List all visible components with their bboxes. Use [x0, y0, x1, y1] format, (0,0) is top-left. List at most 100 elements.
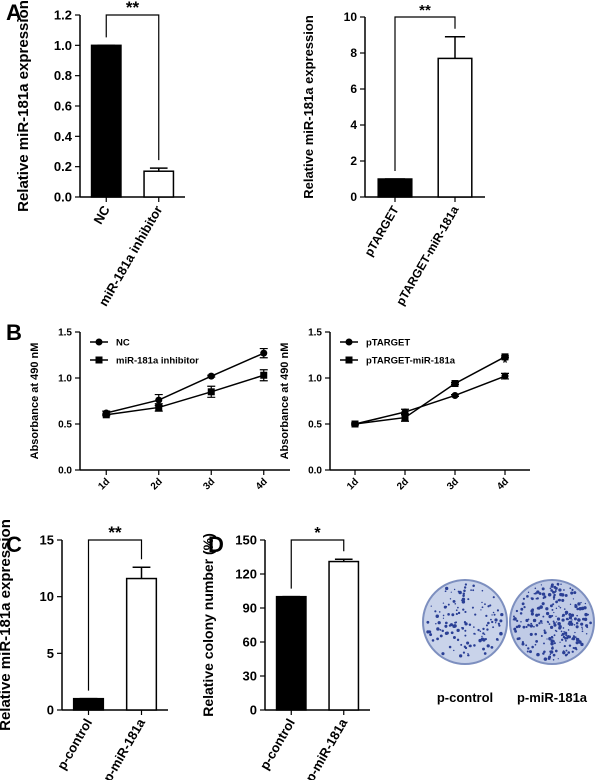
colony-dot [512, 619, 514, 621]
colony-dot [429, 633, 433, 637]
significance-bracket [105, 14, 160, 161]
colony-dot [570, 638, 573, 640]
colony-dot [563, 630, 565, 633]
colony-dot [580, 642, 584, 647]
colony-dot [526, 650, 529, 653]
colony-dot [473, 626, 475, 628]
y-tick-label: 0.0 [308, 466, 322, 477]
colony-dot [534, 592, 537, 595]
colony-dot [528, 650, 532, 654]
colony-dot [554, 591, 557, 593]
bar [143, 170, 175, 198]
marker [102, 411, 110, 419]
x-tick-label: 1d [345, 476, 361, 492]
colony-dot [478, 638, 482, 643]
bar [125, 577, 158, 711]
colony-dot [481, 589, 484, 592]
colony-dot [543, 631, 547, 635]
colony-dot [442, 602, 445, 604]
y-tick-label: 8 [350, 46, 357, 60]
colony-dot [539, 605, 543, 609]
colony-dot [560, 634, 563, 637]
colony-dot [558, 588, 562, 592]
colony-dot [468, 623, 472, 627]
colony-dot [553, 598, 555, 600]
colony-dot [470, 589, 472, 591]
colony-dot [429, 630, 431, 632]
colony-dot [586, 626, 589, 629]
colony-dot [484, 637, 487, 641]
x-tick-label: 1d [96, 476, 112, 492]
colony-dot [514, 630, 518, 633]
colony-dot [585, 632, 588, 635]
colony-dot [464, 610, 467, 614]
x-tick-label: p-miR-181a [302, 715, 350, 780]
colony-dot [536, 652, 540, 657]
colony-dot [546, 638, 548, 640]
colony-dot [572, 598, 575, 600]
legend-marker [95, 338, 103, 346]
marker [155, 403, 163, 411]
colony-dot [581, 626, 583, 629]
colony-dot [468, 644, 472, 648]
colony-dot [464, 583, 468, 586]
colony-dot [575, 621, 579, 625]
colony-dot [522, 625, 526, 629]
colony-dot [467, 598, 470, 601]
colony-dot [482, 647, 485, 651]
colony-dot [492, 596, 495, 599]
colony-dot [462, 594, 465, 597]
colony-dot [453, 588, 456, 591]
error-bar [334, 558, 353, 562]
colony-dot [530, 609, 534, 613]
colony-dot [523, 605, 526, 609]
colony-dot [559, 606, 562, 609]
colony-dot [431, 639, 435, 642]
colony-dot [577, 602, 581, 606]
colony-dot [479, 630, 482, 632]
colony-dot [541, 622, 543, 624]
colony-dot [573, 624, 576, 626]
colony-dot [581, 628, 584, 630]
colony-dot [535, 640, 539, 643]
colony-dot [562, 627, 565, 629]
colony-dot [458, 590, 462, 595]
colony-dot [567, 629, 570, 631]
colony-dot [474, 613, 477, 616]
colony-dot [530, 622, 532, 625]
colony-dot [454, 602, 457, 605]
colony-dot [457, 611, 461, 615]
colony-dot [467, 654, 470, 657]
colony-dot [460, 599, 463, 601]
colony-dot [459, 654, 463, 658]
colony-dot [462, 592, 466, 595]
colony-dot [529, 632, 533, 636]
colony-dot [543, 642, 545, 645]
colony-dot [570, 591, 574, 595]
colony-dot [542, 652, 545, 655]
colony-dot [535, 613, 539, 617]
legend-marker [95, 356, 103, 364]
colony-dot [481, 601, 483, 604]
colony-dot [513, 617, 517, 621]
colony-dot [549, 604, 553, 608]
colony-dot [580, 622, 584, 626]
colony-dot [552, 603, 555, 606]
colony-dot [563, 589, 565, 591]
error-bar [149, 167, 168, 172]
colony-dot [549, 650, 552, 653]
y-axis-label: Absorbance at 490 nM [279, 343, 291, 460]
colony-dot [576, 614, 578, 617]
colony-dot [565, 634, 568, 637]
colony-dot [539, 619, 543, 623]
y-tick-label: 1.5 [308, 328, 322, 339]
colony-dot [464, 629, 467, 632]
colony-dot [520, 620, 522, 623]
colony-dot [547, 593, 552, 597]
colony-dot [571, 636, 576, 641]
y-tick-label: 1.2 [54, 8, 72, 23]
colony-dot [556, 621, 558, 623]
x-tick-label: 2d [149, 476, 165, 492]
colony-dot [534, 632, 538, 636]
colony-dot [560, 630, 563, 633]
